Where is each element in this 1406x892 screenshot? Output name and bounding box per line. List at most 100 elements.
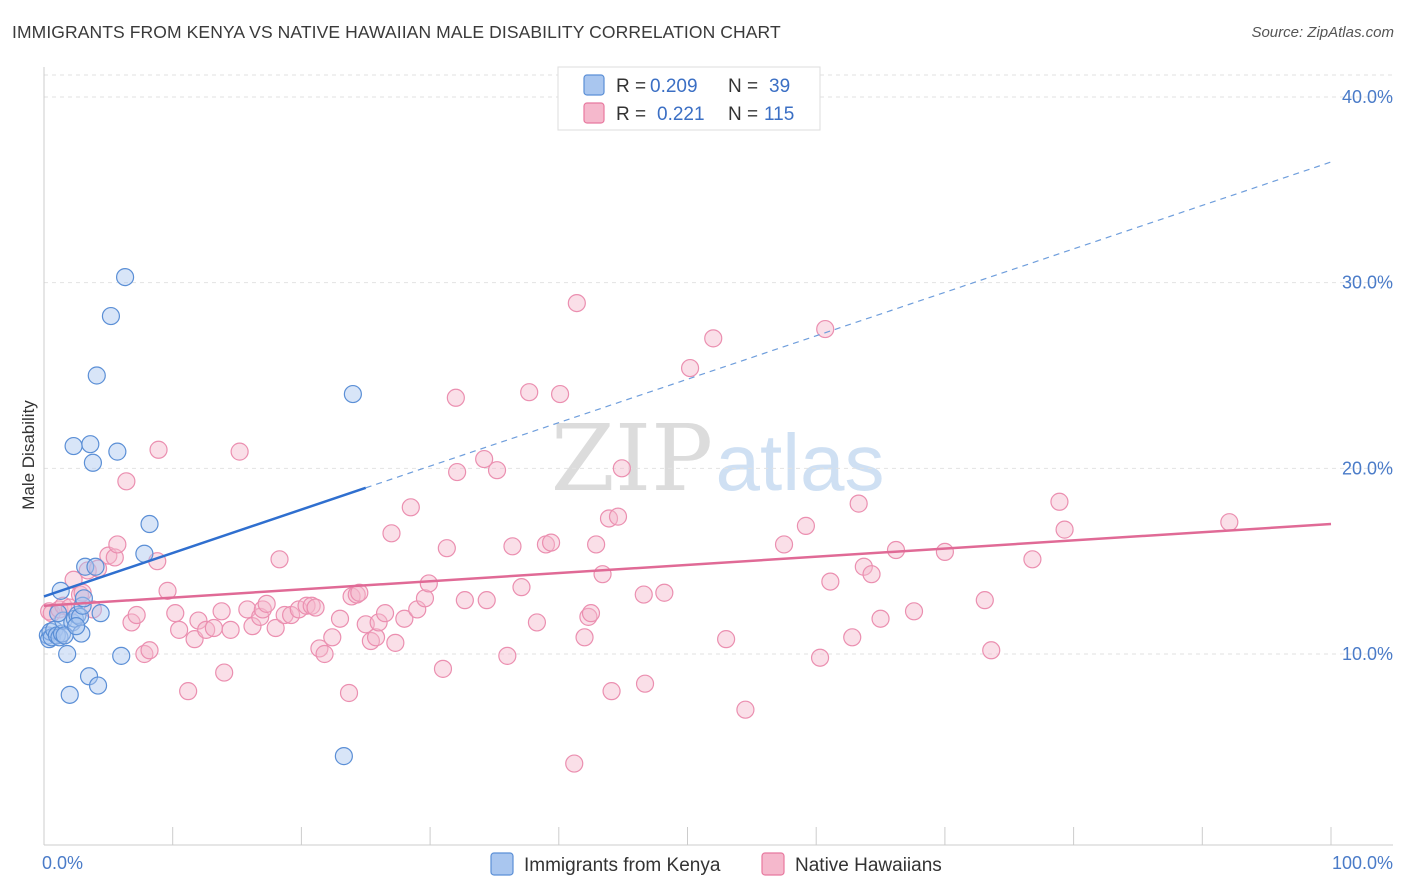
native-hawaiian-point <box>215 663 234 682</box>
native-hawaiian-point <box>975 591 994 610</box>
kenya-point <box>115 267 135 287</box>
kenya-point <box>101 306 121 326</box>
native-hawaiian-point <box>310 639 329 658</box>
native-hawaiian-point <box>810 648 830 667</box>
native-hawaiian-point <box>862 565 881 584</box>
source-label: Source: ZipAtlas.com <box>1251 24 1394 41</box>
kenya-point <box>112 646 131 665</box>
legend-r-value-2: 0.221 <box>657 104 705 125</box>
native-hawaiian-point <box>796 516 816 535</box>
native-hawaiian-point <box>503 537 522 556</box>
native-hawaiians-points <box>40 293 1239 773</box>
trend-lines <box>43 161 1332 607</box>
native-hawaiian-point <box>565 754 584 773</box>
kenya-point <box>88 676 108 695</box>
native-hawaiian-point <box>230 442 249 461</box>
native-hawaiian-point <box>297 596 316 615</box>
native-hawaiian-point <box>982 641 1001 660</box>
native-hawaiian-point <box>635 674 655 693</box>
native-hawaiian-point <box>108 535 127 554</box>
native-hawaiian-point <box>498 646 517 665</box>
x-tick-max: 100.0% <box>1332 853 1393 873</box>
legend-r-value-1: 0.209 <box>650 76 698 97</box>
legend-n-label-1: N = <box>728 76 758 97</box>
legend-n-label-2: N = <box>728 104 758 125</box>
native-hawaiian-point <box>816 319 835 339</box>
y-axis-label: Male Disability <box>19 400 38 510</box>
y-tick-labels: 10.0% 20.0% 30.0% 40.0% <box>1342 87 1393 664</box>
native-hawaiian-point <box>243 617 262 636</box>
native-hawaiian-point <box>567 293 586 313</box>
kenya-point <box>87 366 106 385</box>
x-tick-min: 0.0% <box>42 853 83 873</box>
native-hawaiian-point <box>170 620 189 639</box>
kenya-point <box>343 384 362 404</box>
native-hawaiian-point <box>448 462 467 482</box>
native-hawaiian-point <box>520 383 539 402</box>
native-hawaiian-point <box>330 609 350 628</box>
native-hawaiian-point <box>375 604 395 623</box>
native-hawaiian-point <box>189 611 208 630</box>
native-hawaiian-point <box>149 440 168 459</box>
native-hawaiian-point <box>315 644 334 664</box>
native-hawaiian-point <box>446 388 465 407</box>
kenya-point <box>76 557 95 576</box>
native-hawaiian-point <box>612 459 631 478</box>
legend-n-value-2: 115 <box>764 104 794 125</box>
native-hawaiian-point <box>599 509 619 528</box>
native-hawaiian-point <box>221 620 240 639</box>
kenya-point <box>52 624 72 643</box>
legend-swatch-pink <box>583 102 605 124</box>
kenya-point <box>91 604 110 623</box>
kenya-point <box>60 685 79 704</box>
native-hawaiian-point <box>1220 513 1239 532</box>
bottom-legend-swatch-pink <box>761 852 785 876</box>
native-hawaiian-point <box>477 591 496 610</box>
native-hawaiian-point <box>386 633 405 652</box>
native-hawaiian-point <box>550 384 570 404</box>
kenya-point <box>73 596 92 615</box>
native-hawaiian-point <box>158 581 177 600</box>
kenya-point <box>108 442 127 461</box>
native-hawaiian-point <box>935 542 955 561</box>
native-hawaiian-point <box>575 628 594 647</box>
watermark-zip: ZIP <box>551 405 713 512</box>
y-tick-label: 30.0% <box>1342 273 1393 293</box>
native-hawaiian-point <box>527 613 547 632</box>
kenya-point <box>83 453 103 472</box>
native-hawaiian-point <box>166 604 185 623</box>
correlation-legend: R = 0.209 N = 39 R = 0.221 N = 115 <box>557 66 821 131</box>
bottom-legend-kenya: Immigrants from Kenya <box>524 855 721 876</box>
native-hawaiian-point <box>455 591 474 610</box>
native-hawaiian-point <box>437 539 456 558</box>
native-hawaiian-point <box>487 461 507 480</box>
native-hawaiian-point <box>736 700 755 719</box>
legend-r-label-1: R = <box>616 76 646 97</box>
kenya-point <box>64 436 83 456</box>
native-hawaiian-point <box>602 682 621 701</box>
native-hawaiian-point <box>140 641 159 660</box>
native-hawaiian-point <box>581 604 601 623</box>
native-hawaiian-point <box>266 618 285 638</box>
kenya-point <box>334 747 353 766</box>
native-hawaiian-point <box>821 572 840 591</box>
native-hawaiian-point <box>366 628 386 647</box>
native-hawaiian-point <box>419 574 438 593</box>
native-hawaiian-point <box>179 682 198 701</box>
native-hawaiian-point <box>704 329 723 348</box>
y-tick-label: 40.0% <box>1342 87 1393 107</box>
native-hawaiian-point <box>306 598 325 617</box>
native-hawaiian-point <box>655 583 674 602</box>
native-hawaiian-trend <box>43 522 1332 607</box>
legend-n-value-1: 39 <box>769 76 790 97</box>
native-hawaiian-point <box>339 683 359 703</box>
native-hawaiian-point <box>608 507 628 526</box>
series-legend: Immigrants from Kenya Native Hawaiians <box>490 852 942 876</box>
native-hawaiian-point <box>127 605 146 625</box>
native-hawaiian-point <box>475 449 494 469</box>
kenya-point <box>49 604 68 623</box>
native-hawaiian-point <box>117 472 136 491</box>
native-hawaiian-point <box>1055 520 1074 539</box>
native-hawaiian-point <box>541 533 561 552</box>
native-hawaiian-point <box>382 524 401 543</box>
